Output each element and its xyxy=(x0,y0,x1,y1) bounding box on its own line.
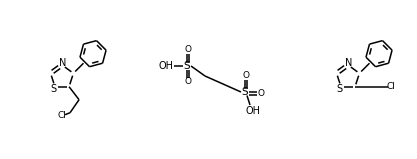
Text: OH: OH xyxy=(246,106,261,116)
Text: S: S xyxy=(336,84,342,94)
Text: S: S xyxy=(242,87,248,97)
Text: N: N xyxy=(345,59,353,69)
Text: Cl: Cl xyxy=(58,111,66,120)
Text: O: O xyxy=(184,45,191,55)
Text: O: O xyxy=(258,89,264,97)
Text: OH: OH xyxy=(158,61,173,71)
Text: Cl: Cl xyxy=(387,82,395,91)
Text: S: S xyxy=(50,84,56,94)
Text: N: N xyxy=(59,59,67,69)
Text: O: O xyxy=(184,77,191,86)
Text: O: O xyxy=(243,72,249,80)
Text: S: S xyxy=(183,61,190,71)
